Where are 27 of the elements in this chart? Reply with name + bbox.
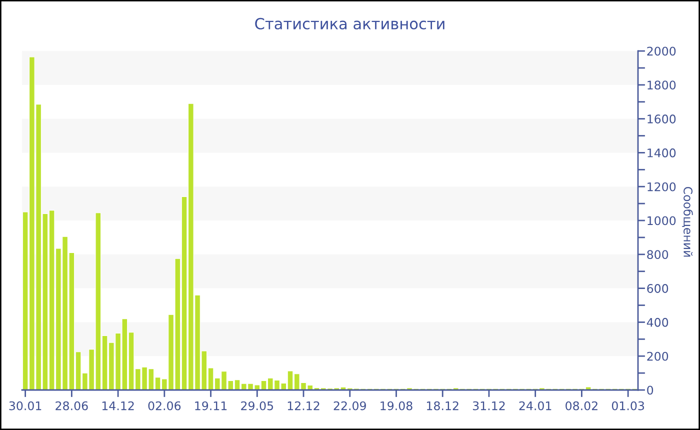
y-tick-label: 0 [647, 386, 654, 395]
x-tick-label: 24.01 [519, 401, 552, 410]
chart-title: Статистика активности [255, 18, 444, 30]
x-tick-label: 02.06 [148, 401, 181, 410]
x-tick-label: 19.08 [380, 401, 412, 410]
y-tick-label: 600 [647, 284, 668, 293]
x-tick-label: 14.12 [102, 401, 134, 410]
x-tick-label: 29.05 [241, 401, 274, 410]
y-tick-label: 1000 [648, 216, 676, 226]
y-tick-label: 2000 [647, 46, 676, 56]
x-tick-label: 01.03 [612, 401, 644, 410]
y-tick-label: 400 [646, 318, 668, 327]
y-axis-title: Сообщений [682, 186, 693, 257]
x-tick-label: 12.12 [288, 401, 320, 410]
y-tick-label: 1800 [648, 80, 676, 90]
x-tick-label: 30.01 [9, 401, 42, 410]
x-tick-label: 18.12 [427, 401, 458, 410]
y-tick-label: 200 [647, 352, 668, 361]
y-tick-label: 1600 [648, 114, 676, 124]
x-tick-label: 28.06 [56, 401, 88, 410]
x-tick-label: 31.12 [472, 401, 505, 410]
y-tick-label: 1200 [648, 182, 676, 192]
y-tick-label: 800 [647, 250, 668, 260]
x-tick-label: 22.09 [334, 401, 366, 410]
x-tick-label: 19.11 [195, 401, 227, 410]
y-tick-label: 1400 [648, 148, 676, 158]
x-tick-label: 08.02 [566, 401, 598, 410]
